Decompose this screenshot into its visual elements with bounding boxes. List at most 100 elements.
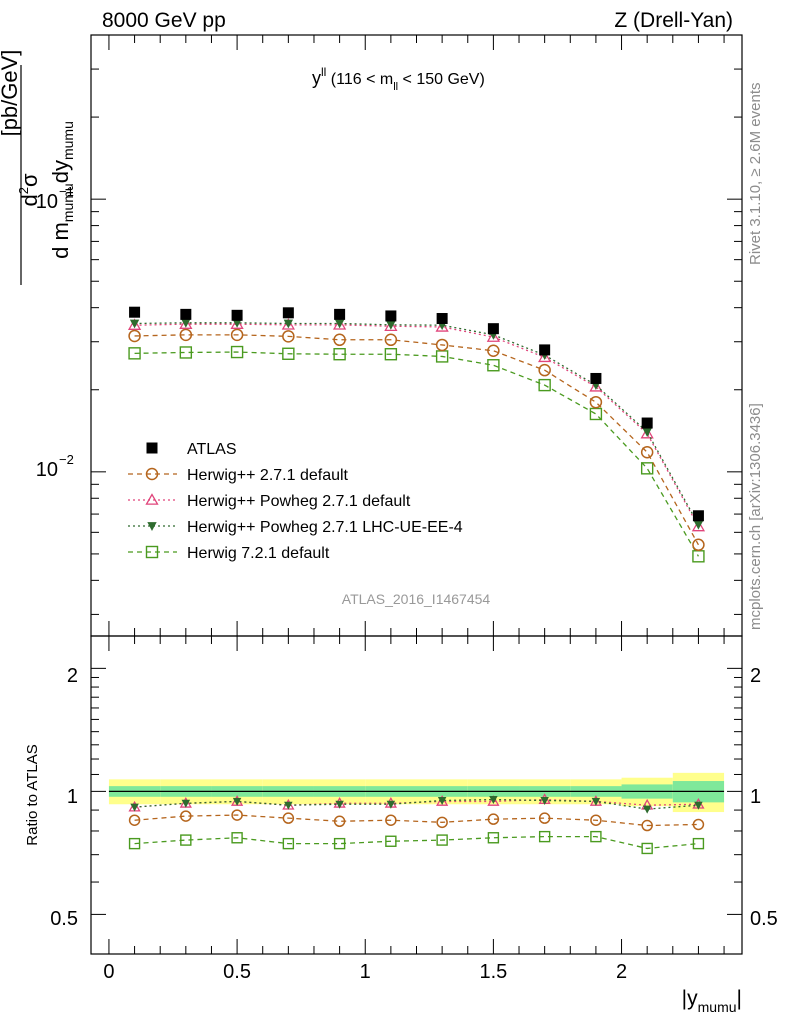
panel-title: yll (116 < mll < 150 GeV)	[312, 65, 485, 93]
ratio-point-2	[335, 800, 344, 809]
data-point-1	[230, 328, 244, 342]
data-point-4	[538, 378, 551, 392]
ratio-line-0	[134, 814, 699, 827]
legend-entry-atlas: ATLAS	[146, 441, 237, 458]
ratio-point-3	[180, 834, 192, 846]
ratio-point-0	[385, 814, 397, 826]
data-point-2	[589, 380, 603, 392]
data-point-1	[435, 338, 449, 352]
ratio-point-2	[694, 801, 703, 810]
legend: ATLAS Herwig++ 2.7.1 default Herwig++ Po…	[128, 441, 463, 562]
data-point-3	[181, 318, 191, 328]
data-point-0	[692, 510, 704, 522]
legend-symbol-3	[147, 522, 157, 531]
legend-marker-powheg-default	[128, 493, 177, 505]
series-line-1	[134, 334, 699, 546]
data-point-1	[128, 329, 141, 343]
legend-entry-powheg-default: Herwig++ Powheg 2.7.1 default	[128, 493, 411, 510]
ratio-series-2	[130, 796, 703, 814]
data-point-1	[333, 333, 346, 347]
legend-marker-powheg-lhc-ue	[128, 522, 177, 531]
x-tick-label: 1.5	[479, 961, 507, 983]
data-point-3	[283, 319, 294, 329]
ratio-y-tick-label-right-0.5: 0.5	[750, 908, 778, 930]
ratio-uncertainty-bands	[108, 772, 725, 813]
legend-label-herwigpp-default: Herwig++ 2.7.1 default	[187, 467, 349, 484]
y-tick-label-0.01-exp: −2	[59, 452, 74, 467]
ratio-point-2	[181, 799, 191, 808]
rivet-label: Rivet 3.1.10, ≥ 2.6M events	[747, 83, 764, 266]
data-point-1	[692, 538, 705, 552]
data-point-3	[642, 428, 652, 437]
mcplots-label: mcplots.cern.ch [arXiv:1306.3436]	[747, 403, 764, 630]
data-point-1	[640, 445, 654, 459]
ratio-point-0	[180, 810, 192, 822]
ratio-point-0	[590, 814, 602, 826]
data-point-0	[282, 307, 294, 319]
ratio-y-tick-label-1: 1	[67, 786, 78, 808]
ratio-series-3	[128, 830, 705, 855]
ratio-point-2	[284, 801, 293, 810]
legend-symbol-2	[145, 493, 159, 505]
ratio-point-3	[692, 837, 705, 850]
ratio-series-0	[128, 809, 705, 832]
legend-label-powheg-default: Herwig++ Powheg 2.7.1 default	[187, 493, 411, 510]
x-axis-label: |ymumu|	[682, 987, 742, 1015]
data-point-1	[538, 363, 551, 377]
x-tick-labels: 0 0.5 1 1.5 2	[103, 961, 627, 983]
data-point-1	[589, 395, 603, 409]
ratio-point-0	[333, 815, 346, 828]
data-point-2	[691, 519, 706, 532]
data-point-0	[129, 306, 141, 318]
data-point-2	[332, 318, 347, 330]
legend-marker-herwig7	[128, 545, 177, 559]
legend-entry-herwigpp-default: Herwig++ 2.7.1 default	[128, 467, 349, 484]
ratio-point-0	[641, 819, 653, 832]
ratio-point-0	[487, 813, 500, 825]
ratio-point-0	[128, 814, 141, 826]
ratio-point-2	[489, 796, 498, 805]
data-point-3	[386, 320, 396, 330]
legend-symbol-0	[146, 442, 158, 454]
main-y-axis-label: d2σ d mmumudymumu [pb/GeV]	[0, 50, 76, 285]
ratio-point-3	[128, 837, 141, 850]
main-panel: 10 −1 10 −2 d2σ d mmumudymumu [pb/GeV] y…	[0, 34, 743, 637]
data-point-3	[129, 319, 140, 329]
series-line-2	[134, 323, 699, 527]
y-tick-label-0.1: 10	[36, 191, 58, 213]
ratio-x-ticks	[108, 636, 725, 954]
data-point-0	[487, 323, 499, 335]
ratio-point-3	[333, 837, 346, 850]
data-point-1	[487, 344, 500, 358]
data-point-0	[436, 313, 448, 325]
ratio-point-0	[538, 812, 551, 824]
data-point-2	[281, 318, 295, 330]
main-x-ticks	[108, 35, 725, 636]
legend-label-atlas: ATLAS	[187, 441, 237, 458]
ratio-point-2	[540, 796, 549, 805]
data-point-1	[179, 328, 193, 342]
legend-label-herwig7: Herwig 7.2.1 default	[187, 545, 330, 562]
ratio-line-3	[134, 835, 699, 850]
data-point-0	[590, 372, 602, 384]
x-tick-label: 2	[616, 961, 627, 983]
series-line-4	[134, 351, 699, 557]
ratio-point-0	[282, 812, 295, 824]
ylabel-numerator: d2σ	[16, 173, 42, 206]
ratio-panel: 2 1 0.5 2 1 0.5 Ratio to ATLAS 0 0.5 1 1.5 2…	[24, 635, 778, 1015]
ratio-point-3	[282, 837, 295, 850]
data-point-3	[232, 318, 242, 328]
series-line-3	[134, 322, 699, 525]
ratio-y-axis-label: Ratio to ATLAS	[24, 744, 41, 845]
y-tick-label-0.1-exp: −1	[59, 184, 74, 199]
ratio-y-tick-label-2: 2	[67, 665, 78, 687]
legend-marker-atlas	[146, 442, 158, 454]
ratio-point-2	[642, 805, 652, 814]
data-point-4	[333, 348, 346, 361]
ratio-point-2	[130, 803, 139, 812]
data-point-1	[384, 333, 398, 347]
ratio-point-2	[232, 797, 242, 806]
legend-label-powheg-lhc-ue: Herwig++ Powheg 2.7.1 LHC-UE-EE-4	[187, 519, 463, 536]
ratio-y-tick-label-0.5: 0.5	[50, 908, 78, 930]
